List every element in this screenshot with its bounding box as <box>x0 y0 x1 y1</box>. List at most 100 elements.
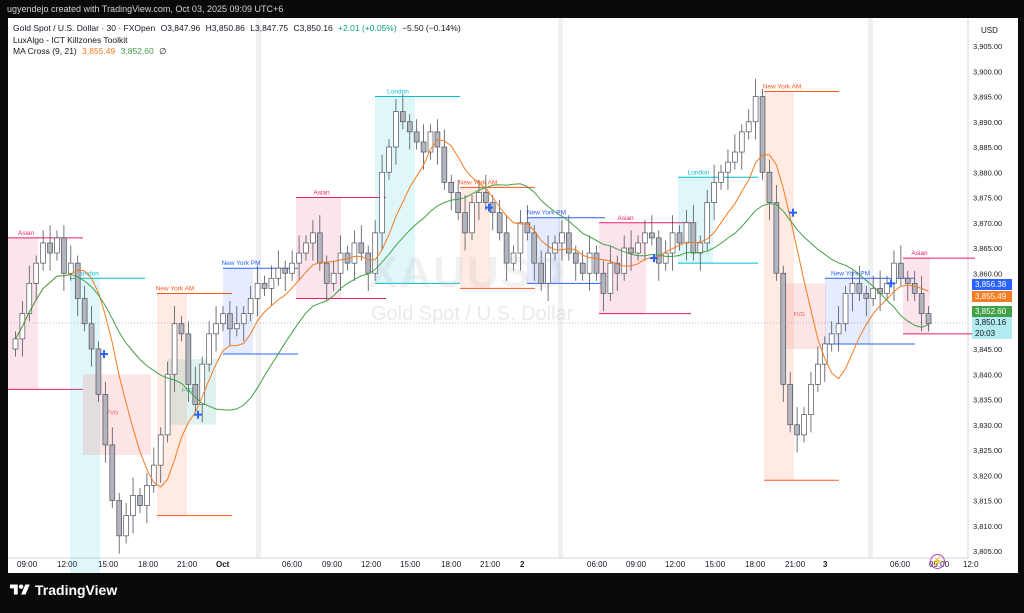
candle-down <box>628 247 634 254</box>
chart-canvas[interactable]: 3,905.00 3,900.00 3,895.00 3,890.00 3,885.00… <box>8 18 1018 573</box>
legend-symbol: Gold Spot / U.S. Dollar · 30 · FXOpen <box>13 23 156 33</box>
price-axis-tick: 3,810.00 <box>973 522 1002 531</box>
candle-down <box>282 267 289 274</box>
candle-down <box>317 232 323 264</box>
candle-up <box>171 323 178 375</box>
candle-up <box>870 288 877 299</box>
candle-up <box>54 237 60 254</box>
legend-indicator-killzones[interactable]: LuxAlgo - ICT Killzones Toolkit <box>13 35 128 45</box>
candle-up <box>828 333 835 345</box>
candle-up <box>40 242 46 264</box>
price-axis-tick: 3,830.00 <box>973 421 1002 430</box>
session-label-asian: Asian <box>18 230 35 237</box>
candle-up <box>254 283 261 299</box>
legend-symbol-row[interactable]: Gold Spot / U.S. Dollar · 30 · FXOpen O3… <box>13 23 464 33</box>
legend-high: H3,850.86 <box>205 23 245 33</box>
time-axis-tick: 12:00 <box>361 560 382 569</box>
candle-down <box>192 384 199 405</box>
candle-up <box>469 202 475 234</box>
candle-up <box>234 323 240 330</box>
candle-down <box>95 348 102 395</box>
candle-up <box>240 313 247 325</box>
price-axis-tick: 3,900.00 <box>973 67 1002 76</box>
currency-label[interactable]: USD <box>981 26 998 35</box>
candle-down <box>227 313 233 330</box>
candle-down <box>406 121 413 133</box>
candle-up <box>801 414 807 436</box>
candle-up <box>351 242 358 264</box>
session-label-ny_pm: New York PM <box>527 210 566 217</box>
candle-up <box>510 252 517 264</box>
candle-up <box>738 131 745 153</box>
price-axis-tick: 3,805.00 <box>973 547 1002 556</box>
legend-indicator-ma[interactable]: MA Cross (9, 21) 3,855.49 3,852.60 ∅ <box>13 46 170 57</box>
candle-down <box>566 232 572 254</box>
price-tag-countdown: 20:03 <box>975 329 996 338</box>
candle-up <box>821 343 828 365</box>
time-axis-tick: 2 <box>520 560 525 569</box>
candle-down <box>178 323 185 335</box>
candle-down <box>261 283 268 289</box>
chart-panel[interactable]: 3,905.00 3,900.00 3,895.00 3,890.00 3,885.00… <box>8 18 1018 573</box>
candle-up <box>289 262 295 274</box>
time-axis-tick: 21:00 <box>785 560 806 569</box>
lightning-icon[interactable]: ⚡ <box>930 554 945 569</box>
candle-up <box>711 182 717 203</box>
price-axis-tick: 3,865.00 <box>973 244 1002 253</box>
candle-up <box>607 262 614 294</box>
price-axis-tick: 3,815.00 <box>973 497 1002 506</box>
legend-spread: −5.50 (−0.14%) <box>402 23 461 33</box>
candle-down <box>773 202 780 274</box>
candle-up <box>635 242 641 254</box>
candle-up <box>808 384 814 416</box>
time-axis-tick: 12:00 <box>57 560 78 569</box>
candle-down <box>116 500 123 537</box>
time-axis-tick: 18:00 <box>138 560 159 569</box>
tradingview-logo-icon <box>10 584 30 595</box>
candle-down <box>794 424 800 436</box>
candle-up <box>559 232 565 244</box>
candle-up <box>33 262 40 284</box>
candle-up <box>247 298 254 314</box>
candle-down <box>649 232 655 239</box>
candle-down <box>911 283 918 294</box>
watermark-symbol: XAUUSD <box>368 248 566 297</box>
candle-up <box>67 262 74 274</box>
candle-down <box>538 262 544 284</box>
candle-up <box>704 202 710 244</box>
candle-down <box>898 262 904 279</box>
session-label-ny_am: New York AM <box>763 83 802 90</box>
candle-up <box>213 323 219 335</box>
legend-ma-slow: 3,852.60 <box>120 46 154 56</box>
legend-ma-title: MA Cross (9, 21) <box>13 46 77 56</box>
candle-up <box>835 323 842 335</box>
session-label-ny_am: New York AM <box>459 179 498 186</box>
candle-up <box>130 495 136 517</box>
legend-low: L3,847.75 <box>250 23 289 33</box>
fvg-box <box>781 283 826 349</box>
price-axis-tick: 3,820.00 <box>973 471 1002 480</box>
candle-up <box>206 333 212 365</box>
candle-down <box>88 323 95 350</box>
candle-down <box>600 272 607 294</box>
time-axis-tick: 15:00 <box>400 560 421 569</box>
candle-up <box>144 485 150 506</box>
price-axis-tick: 3,870.00 <box>973 219 1002 228</box>
candle-down <box>766 171 773 203</box>
candle-down <box>593 252 600 274</box>
candle-up <box>150 464 157 486</box>
time-axis-tick: 12:0 <box>963 560 979 569</box>
candle-up <box>718 171 724 183</box>
legend-change: +2.01 (+0.05%) <box>338 23 397 33</box>
candle-up <box>662 252 669 264</box>
candle-up <box>586 252 593 274</box>
candle-down <box>420 141 427 153</box>
legend-ma-extra: ∅ <box>159 46 167 56</box>
time-axis-tick: 3 <box>823 560 828 569</box>
candle-down <box>863 293 870 299</box>
candle-up <box>12 338 19 350</box>
time-axis-tick: 06:00 <box>587 560 608 569</box>
candle-up <box>545 252 551 284</box>
candle-down <box>61 237 67 274</box>
candle-down <box>323 262 330 284</box>
